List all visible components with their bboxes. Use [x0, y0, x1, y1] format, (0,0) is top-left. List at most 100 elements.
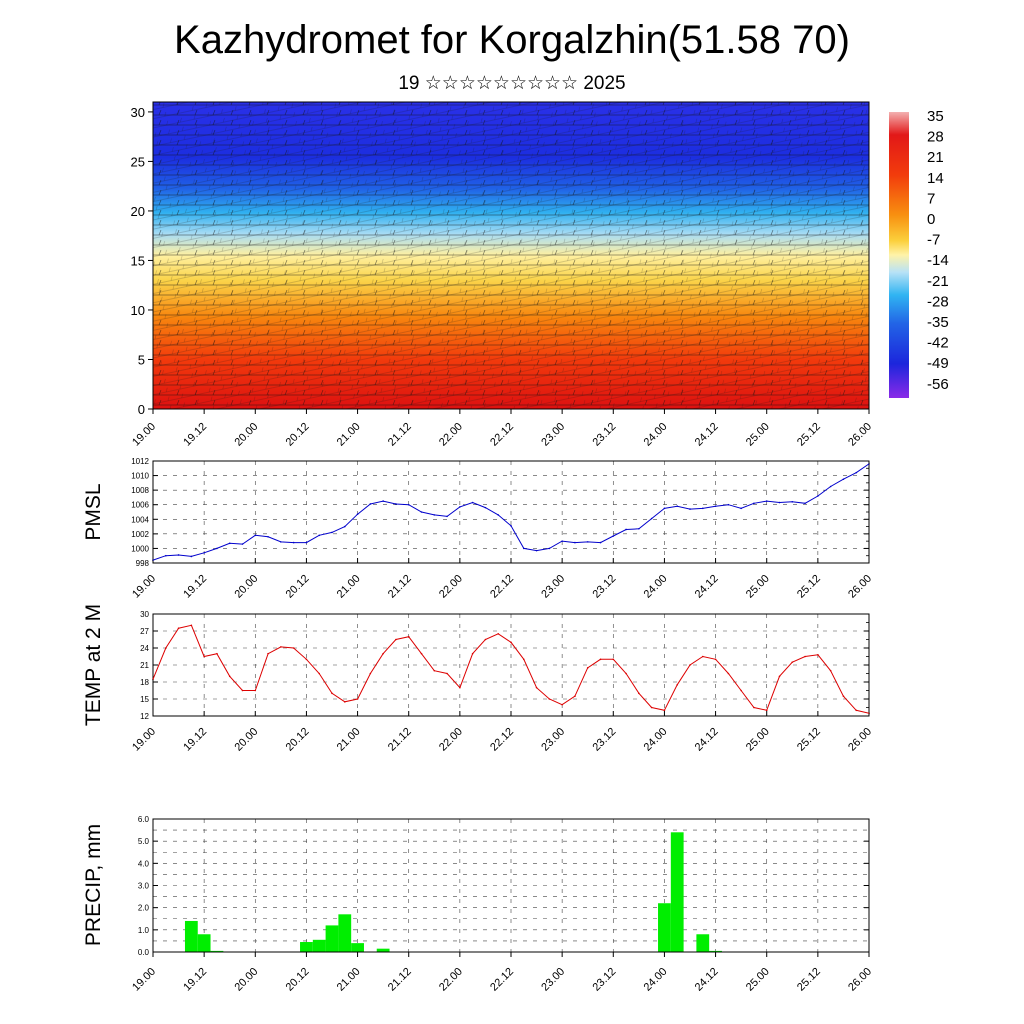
colorbar-label: 14	[927, 170, 944, 187]
colorbar-label: -28	[927, 293, 949, 310]
x-tick-label: 24.00	[642, 573, 670, 601]
heatmap-x-tick-label: 20.12	[284, 421, 312, 449]
heatmap-y-tick-label: 20	[131, 204, 145, 219]
y-tick-label: 1008	[131, 486, 149, 495]
colorbar-label: 28	[927, 129, 944, 146]
heatmap-x-tick-label: 24.00	[642, 421, 670, 449]
y-tick-label: 1004	[131, 515, 149, 524]
heatmap-x-tick-label: 24.12	[693, 421, 721, 449]
x-tick-label: 21.12	[386, 726, 414, 754]
x-tick-label: 22.12	[488, 573, 516, 601]
y-tick-label: 15	[140, 695, 149, 704]
heatmap-x-tick-label: 23.12	[590, 421, 618, 449]
x-tick-label: 20.12	[284, 966, 312, 994]
y-tick-label: 2.0	[138, 904, 150, 913]
precip-bar	[670, 832, 684, 952]
precip-bar	[338, 914, 352, 952]
heatmap-y-tick-label: 5	[138, 352, 145, 367]
heatmap-y-tick-label: 25	[131, 154, 145, 169]
heatmap-x-tick-label: 20.00	[232, 421, 260, 449]
x-tick-label: 22.12	[488, 726, 516, 754]
x-tick-label: 25.00	[744, 573, 772, 601]
heatmap-x-tick-label: 22.12	[488, 421, 516, 449]
x-tick-label: 24.00	[642, 966, 670, 994]
x-tick-label: 22.12	[488, 966, 516, 994]
y-tick-label: 4.0	[138, 859, 150, 868]
pmsl-axis-label: PMSL	[82, 483, 105, 540]
x-tick-label: 22.00	[437, 573, 465, 601]
x-tick-label: 22.00	[437, 726, 465, 754]
heatmap-y-tick-label: 10	[131, 303, 145, 318]
precip-bar	[210, 950, 224, 952]
y-tick-label: 6.0	[138, 815, 150, 824]
precip-bar	[376, 948, 390, 952]
precip-bar	[312, 939, 326, 952]
precip-bars	[184, 832, 722, 952]
y-tick-label: 1002	[131, 530, 149, 539]
x-tick-label: 24.12	[693, 966, 721, 994]
x-tick-label: 20.00	[232, 573, 260, 601]
temp-axis-label: TEMP at 2 M	[82, 604, 105, 726]
x-tick-label: 20.00	[232, 726, 260, 754]
colorbar-label: -49	[927, 355, 949, 372]
temp-series-line	[152, 624, 870, 714]
colorbar-label: -14	[927, 252, 949, 269]
y-tick-label: 5.0	[138, 837, 150, 846]
precip-bar	[325, 925, 339, 952]
pmsl-axis: 998 1000 1002 1004 1006 1008 1010 1012 19.00 19.1…	[130, 457, 874, 601]
x-tick-label: 25.00	[744, 966, 772, 994]
precip-panel: 0.0 1.0 2.0 3.0 4.0 5.0 6.0 19.00 19.12 20.00 20.1…	[130, 815, 874, 994]
x-tick-label: 19.00	[130, 573, 158, 601]
precip-bar	[696, 934, 710, 952]
page-subtitle: 19 ☆☆☆☆☆☆☆☆☆ 2025	[398, 73, 626, 94]
heatmap-x-tick-label: 22.00	[437, 421, 465, 449]
temperature-height-heatmap	[152, 101, 870, 410]
x-tick-label: 25.12	[795, 966, 823, 994]
x-tick-label: 23.12	[590, 966, 618, 994]
heatmap-x-tick-label: 26.00	[846, 421, 874, 449]
precip-axis-label: PRECIP, mm	[82, 824, 105, 946]
colorbar-label: 0	[927, 211, 935, 228]
x-tick-label: 23.00	[539, 726, 567, 754]
y-tick-label: 1010	[131, 472, 149, 481]
heatmap-y-tick-label: 15	[131, 253, 145, 268]
x-tick-label: 21.12	[386, 573, 414, 601]
x-tick-label: 20.12	[284, 573, 312, 601]
temp-grid	[152, 613, 870, 717]
colorbar-label: 7	[927, 190, 935, 207]
colorbar-scale	[889, 112, 909, 398]
y-tick-label: 1012	[131, 457, 149, 466]
heatmap-x-tick-label: 25.00	[744, 421, 772, 449]
x-tick-label: 20.12	[284, 726, 312, 754]
heatmap-x-tick-label: 21.12	[386, 421, 414, 449]
precip-bar	[709, 950, 722, 952]
colorbar-label: -42	[927, 335, 949, 352]
colorbar-label: 21	[927, 149, 944, 166]
pmsl-series-line	[152, 463, 870, 561]
y-tick-label: 12	[140, 712, 149, 721]
page-title: Kazhydromet for Korgalzhin(51.58 70)	[174, 18, 850, 62]
precip-bar	[197, 934, 211, 952]
x-tick-label: 19.12	[181, 573, 209, 601]
x-tick-label: 26.00	[846, 573, 874, 601]
x-tick-label: 19.12	[181, 726, 209, 754]
y-tick-label: 0.0	[138, 948, 150, 957]
x-tick-label: 24.12	[693, 726, 721, 754]
y-tick-label: 27	[140, 627, 149, 636]
precip-bar	[351, 943, 364, 952]
heatmap-y-tick-label: 0	[138, 402, 145, 417]
x-tick-label: 21.00	[335, 966, 363, 994]
precip-bar	[658, 903, 671, 952]
y-tick-label: 1.0	[138, 926, 150, 935]
y-tick-label: 3.0	[138, 882, 150, 891]
x-tick-label: 25.12	[795, 573, 823, 601]
pmsl-panel: 998 1000 1002 1004 1006 1008 1010 1012 19.00 19.1…	[130, 457, 874, 601]
temp-panel: 12 15 18 21 24 27 30 19.00 19.12 20.00 20.12 21.00 2…	[130, 610, 874, 754]
precip-axis: 0.0 1.0 2.0 3.0 4.0 5.0 6.0 19.00 19.12 20.00 20.1…	[130, 815, 874, 994]
x-tick-label: 19.00	[130, 726, 158, 754]
pmsl-grid	[152, 460, 870, 564]
x-tick-label: 23.12	[590, 573, 618, 601]
heatmap-x-tick-label: 19.12	[181, 421, 209, 449]
heatmap-x-tick-label: 25.12	[795, 421, 823, 449]
x-tick-label: 21.12	[386, 966, 414, 994]
